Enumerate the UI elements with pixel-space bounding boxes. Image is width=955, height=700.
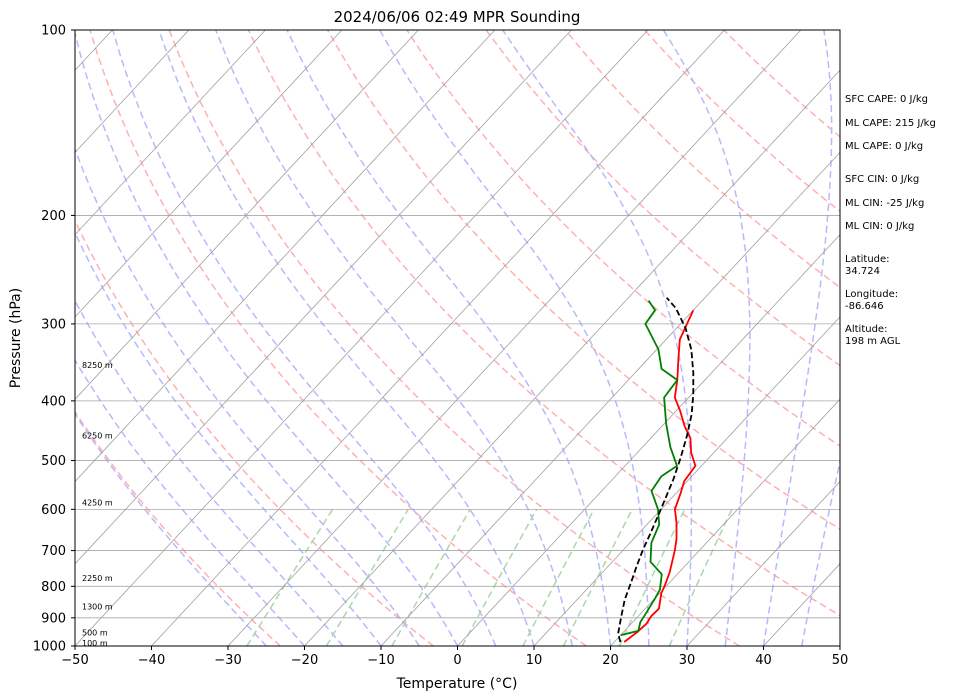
- moist-adiabat-line: [112, 30, 497, 646]
- y-tick-label: 800: [41, 580, 66, 595]
- stat-line: ML CIN: -25 J/kg: [845, 198, 924, 209]
- stat-line: SFC CAPE: 0 J/kg: [845, 94, 928, 105]
- x-axis-label: Temperature (°C): [396, 676, 518, 692]
- isotherm-line: [75, 30, 496, 483]
- height-label: 6250 m: [82, 431, 113, 440]
- dry-adiabat-line: [247, 30, 840, 617]
- x-tick-label: 30: [679, 653, 696, 668]
- isotherm-line: [75, 30, 649, 646]
- isotherm-line: [380, 151, 840, 646]
- y-tick-label: 1000: [33, 640, 66, 655]
- y-tick-label: 500: [41, 454, 66, 469]
- dry-adiabat-line: [75, 218, 434, 646]
- plot-area: [75, 30, 840, 646]
- x-tick-label: 20: [602, 653, 619, 668]
- moist-adiabat-line: [379, 30, 650, 646]
- height-label: 2250 m: [82, 574, 113, 583]
- height-label: 8250 m: [82, 361, 113, 370]
- dry-adiabat-line: [89, 30, 587, 646]
- isotherm-line: [304, 69, 840, 646]
- dry-adiabat-line: [75, 410, 281, 646]
- y-tick-label: 400: [41, 394, 66, 409]
- stats-panel: SFC CAPE: 0 J/kg ML CAPE: 215 J/kg ML CAPE…: [845, 94, 936, 347]
- moist-adiabat-line: [75, 30, 459, 646]
- moist-adiabat-line: [75, 412, 267, 646]
- stat-line: ML CAPE: 215 J/kg: [845, 118, 936, 129]
- y-tick-label: 200: [41, 209, 66, 224]
- moist-adiabat-line: [75, 299, 344, 646]
- moist-adiabat-line: [75, 146, 420, 646]
- temperature-line: [623, 309, 697, 643]
- isotherm-line: [227, 30, 802, 646]
- isotherm-line: [533, 316, 840, 646]
- isotherm-line: [151, 30, 725, 646]
- moist-adiabat-line: [75, 230, 382, 646]
- x-tick-label: −50: [61, 653, 88, 668]
- moist-adiabat-line: [75, 358, 306, 646]
- dry-adiabat-line: [326, 30, 840, 531]
- isotherm-line: [75, 30, 190, 154]
- chart-title: 2024/06/06 02:49 MPR Sounding: [334, 8, 581, 26]
- height-label: 4250 m: [82, 499, 113, 508]
- height-label: 500 m: [82, 629, 108, 638]
- y-axis-label: Pressure (hPa): [8, 288, 24, 388]
- background-lines: [75, 30, 840, 646]
- x-tick-label: 40: [755, 653, 772, 668]
- stat-line: -86.646: [845, 301, 884, 312]
- moist-adiabat-line: [158, 30, 535, 646]
- stat-line: Altitude:: [845, 324, 887, 335]
- moist-adiabat-line: [801, 458, 840, 646]
- axis-ticks: −50 −40 −30 −20 −10 0 10 20 30 40 50 100 200 300 400 50…: [33, 24, 848, 669]
- x-tick-label: −20: [291, 653, 318, 668]
- y-tick-label: 900: [41, 611, 66, 626]
- x-tick-label: 50: [832, 653, 849, 668]
- parcel-line: [617, 297, 695, 643]
- x-tick-label: 0: [453, 653, 461, 668]
- isotherm-line: [75, 30, 572, 565]
- stat-line: Latitude:: [845, 254, 890, 265]
- moist-adiabat-line: [502, 30, 693, 646]
- stat-line: ML CAPE: 0 J/kg: [845, 141, 923, 152]
- moist-adiabat-line: [215, 30, 574, 646]
- isotherm-line: [75, 30, 419, 400]
- moist-adiabat-line: [286, 30, 612, 646]
- height-label: 100 m: [82, 639, 108, 648]
- x-tick-label: −10: [367, 653, 394, 668]
- height-label: 1300 m: [82, 602, 113, 611]
- stat-line: Longitude:: [845, 289, 898, 300]
- dewpoint-line: [620, 300, 679, 636]
- y-tick-label: 100: [41, 24, 66, 39]
- isotherm-line: [75, 30, 343, 318]
- x-tick-label: 10: [526, 653, 543, 668]
- stat-line: 198 m AGL: [845, 336, 901, 347]
- isotherm-line: [610, 398, 840, 646]
- x-tick-label: −40: [138, 653, 165, 668]
- y-tick-label: 300: [41, 317, 66, 332]
- stat-line: 34.724: [845, 266, 880, 277]
- isotherm-line: [457, 234, 840, 646]
- isotherm-line: [75, 30, 266, 236]
- stat-line: ML CIN: 0 J/kg: [845, 221, 914, 232]
- moist-adiabat-line: [762, 30, 833, 646]
- x-tick-label: −30: [214, 653, 241, 668]
- isotherm-line: [686, 480, 840, 646]
- moist-adiabat-line: [662, 30, 751, 646]
- y-tick-label: 700: [41, 544, 66, 559]
- profile-series: [617, 297, 697, 643]
- y-tick-label: 600: [41, 503, 66, 518]
- stat-line: SFC CIN: 0 J/kg: [845, 174, 919, 185]
